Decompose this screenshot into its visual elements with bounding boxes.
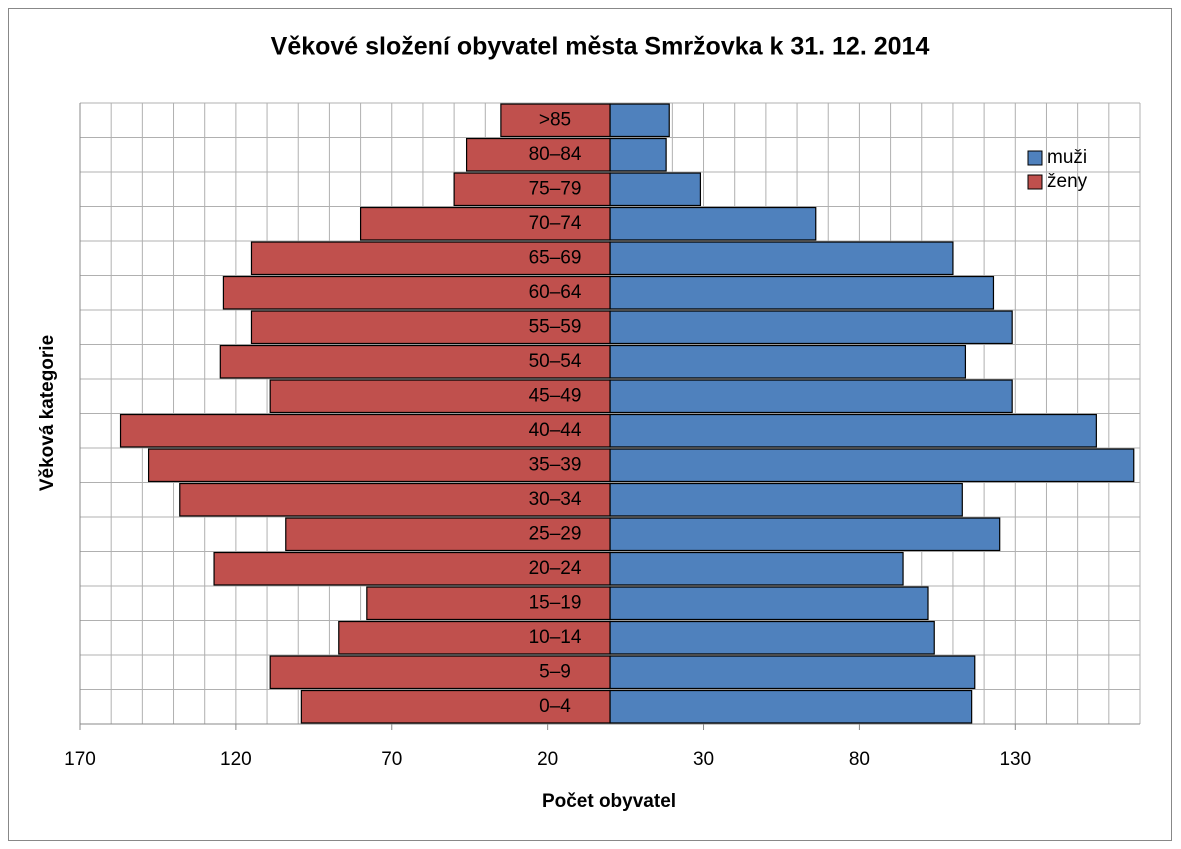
bar <box>250 310 611 345</box>
category-label: 60–64 <box>529 282 582 303</box>
bar <box>609 310 1013 345</box>
x-tick-label: 30 <box>693 749 714 770</box>
x-axis-title: Počet obyvatel <box>542 791 676 812</box>
bar <box>366 586 611 621</box>
bar <box>609 448 1135 483</box>
bar <box>500 103 611 138</box>
category-label: 0–4 <box>539 696 571 717</box>
bar <box>609 275 995 310</box>
x-tick-label: 170 <box>64 749 96 770</box>
x-tick-label: 80 <box>849 749 870 770</box>
legend-label: muži <box>1047 147 1087 168</box>
bar <box>609 482 963 517</box>
bar <box>609 206 817 241</box>
bar <box>219 344 611 379</box>
category-label: 55–59 <box>529 316 582 337</box>
category-label: 50–54 <box>529 351 582 372</box>
legend-swatch <box>1027 150 1043 166</box>
bar <box>213 551 611 586</box>
category-label: 40–44 <box>529 420 582 441</box>
category-label: 5–9 <box>539 661 571 682</box>
bar <box>609 241 954 276</box>
bar <box>453 172 611 207</box>
category-label: 30–34 <box>529 489 582 510</box>
bar <box>609 344 967 379</box>
bar <box>250 241 611 276</box>
category-label: >85 <box>539 109 571 130</box>
bar <box>609 586 929 621</box>
bar <box>179 482 611 517</box>
bar <box>359 206 611 241</box>
bar <box>338 620 611 655</box>
x-tick-label: 120 <box>220 749 252 770</box>
bar <box>147 448 611 483</box>
x-tick-label: 70 <box>381 749 402 770</box>
category-label: 70–74 <box>529 213 582 234</box>
bar <box>609 413 1097 448</box>
category-label: 45–49 <box>529 385 582 406</box>
category-label: 15–19 <box>529 592 582 613</box>
bar <box>609 379 1013 414</box>
bar <box>609 137 667 172</box>
bar <box>222 275 611 310</box>
bar <box>609 172 702 207</box>
y-axis-title: Věková kategorie <box>37 335 58 491</box>
bar <box>269 655 611 690</box>
chart-title: Věkové složení obyvatel města Smržovka k… <box>271 33 930 61</box>
category-label: 20–24 <box>529 558 582 579</box>
legend-label: ženy <box>1047 171 1088 192</box>
bar <box>609 655 976 690</box>
category-label: 65–69 <box>529 247 582 268</box>
bar <box>609 517 1001 552</box>
bar <box>609 103 670 138</box>
x-tick-label: 20 <box>537 749 558 770</box>
bar <box>119 413 611 448</box>
category-label: 35–39 <box>529 454 582 475</box>
legend-swatch <box>1027 174 1043 190</box>
x-tick-label: 130 <box>999 749 1031 770</box>
bar <box>609 620 935 655</box>
category-label: 75–79 <box>529 178 582 199</box>
category-label: 80–84 <box>529 144 582 165</box>
bar <box>609 689 973 724</box>
bar <box>269 379 611 414</box>
category-label: 10–14 <box>529 627 582 648</box>
bar <box>465 137 611 172</box>
category-label: 25–29 <box>529 523 582 544</box>
bar <box>609 551 904 586</box>
bar <box>300 689 611 724</box>
bar <box>285 517 611 552</box>
